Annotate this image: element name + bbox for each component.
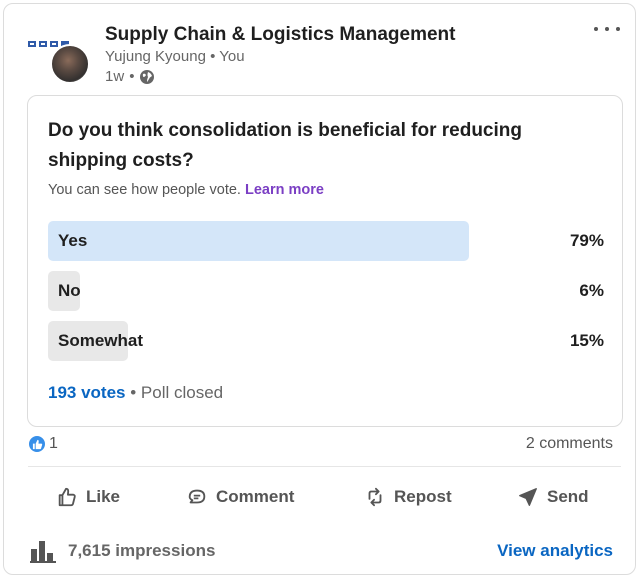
poll-question: Do you think consolidation is beneficial… — [48, 120, 522, 171]
avatar[interactable] — [28, 38, 90, 86]
comment-label: Comment — [216, 487, 295, 506]
reaction-count: 1 — [49, 435, 58, 452]
view-analytics-link[interactable]: View analytics — [497, 541, 613, 560]
poll-option: Somewhat 15% — [48, 321, 604, 361]
group-name[interactable]: Supply Chain & Logistics Management — [105, 24, 456, 45]
comments-count[interactable]: 2 comments — [525, 435, 613, 452]
send-icon — [519, 488, 537, 506]
author-line: Yujung Kyoung • You — [105, 48, 245, 65]
poll-option-label: No — [58, 281, 81, 300]
post-time: 1w — [105, 68, 125, 85]
poll-option-percent: 79% — [569, 231, 604, 250]
visibility-text: You can see how people vote. — [48, 182, 241, 198]
impressions: 7,615 impressions — [30, 539, 215, 563]
comment-icon — [188, 489, 206, 504]
like-button[interactable]: Like — [56, 483, 120, 511]
repost-button[interactable]: Repost — [364, 483, 452, 511]
bar-chart-icon — [30, 541, 56, 563]
more-options-icon[interactable] — [594, 22, 620, 36]
post-time-line: 1w • — [105, 68, 155, 85]
divider — [28, 466, 621, 467]
impressions-count: 7,615 impressions — [68, 541, 216, 560]
poll-option-bar — [48, 321, 128, 361]
poll-footer: 193 votes • Poll closed — [48, 383, 223, 403]
profile-photo-icon — [50, 44, 90, 84]
votes-link[interactable]: 193 votes — [48, 383, 126, 402]
poll-box: Do you think consolidation is beneficial… — [27, 95, 623, 427]
like-label: Like — [86, 487, 121, 506]
author-suffix: You — [219, 48, 245, 65]
reactions-count[interactable]: 1 — [28, 435, 58, 453]
like-reaction-icon — [28, 435, 46, 453]
author-name[interactable]: Yujung Kyoung — [105, 48, 206, 65]
send-label: Send — [547, 487, 589, 506]
learn-more-link[interactable]: Learn more — [244, 182, 324, 198]
poll-option-label: Somewhat — [58, 331, 144, 350]
post-card: Supply Chain & Logistics Management Yuju… — [3, 3, 636, 575]
poll-option: No 6% — [48, 271, 604, 311]
repost-label: Repost — [394, 487, 452, 506]
comment-button[interactable]: Comment — [186, 483, 294, 511]
poll-option-label: Yes — [58, 231, 88, 250]
separator-dot: • — [210, 48, 220, 65]
poll-status: Poll closed — [140, 383, 224, 402]
poll-option-bar — [48, 221, 469, 261]
send-button[interactable]: Send — [517, 483, 589, 511]
repost-icon — [368, 487, 382, 507]
poll-option: Yes 79% — [48, 221, 604, 261]
poll-option-percent: 15% — [569, 331, 604, 350]
separator-dot: • — [130, 383, 141, 402]
poll-visibility-note: You can see how people vote. Learn more — [48, 182, 324, 198]
poll-option-bar — [48, 271, 80, 311]
poll-option-percent: 6% — [579, 281, 604, 300]
globe-icon — [140, 69, 155, 84]
separator-dot: • — [129, 68, 135, 85]
thumbs-up-icon — [58, 487, 76, 507]
